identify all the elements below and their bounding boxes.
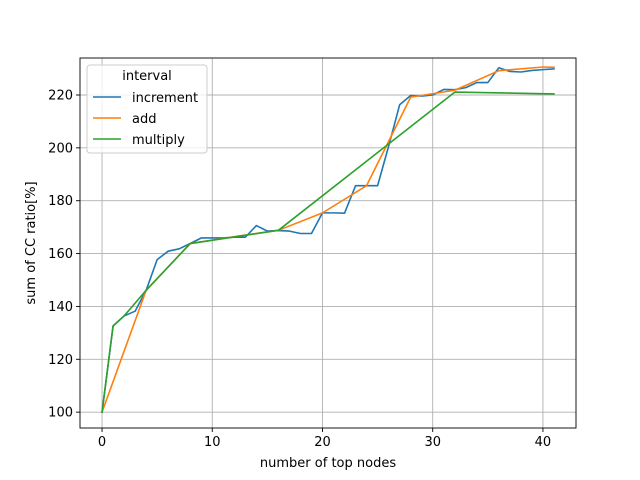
- axis-ticks: 0 10 20 30 40 100 120 140 160 180 200 220: [48, 89, 551, 451]
- series-layer: [101, 66, 555, 414]
- series-line-multiply: [101, 91, 555, 414]
- y-tick-label: 220: [48, 89, 73, 104]
- series-line-increment: [101, 66, 555, 414]
- x-tick-label: 20: [314, 435, 331, 450]
- y-tick-label: 100: [48, 406, 73, 421]
- legend-title: interval: [122, 69, 172, 84]
- y-axis-label: sum of CC ratio[%]: [24, 181, 39, 304]
- legend-box: [86, 64, 208, 154]
- y-tick-label: 200: [48, 141, 73, 156]
- y-tick-label: 140: [48, 300, 73, 315]
- legend-label-multiply: multiply: [132, 133, 185, 148]
- legend-label-add: add: [132, 112, 156, 127]
- plot-frame: [79, 57, 577, 429]
- legend: interval increment add multiply: [86, 64, 208, 154]
- y-tick-label: 180: [48, 194, 73, 209]
- x-tick-label: 0: [98, 435, 106, 450]
- y-tick-label: 120: [48, 353, 73, 368]
- x-axis-label: number of top nodes: [260, 456, 396, 471]
- x-tick-label: 10: [204, 435, 221, 450]
- x-tick-label: 30: [424, 435, 441, 450]
- grid: [80, 58, 576, 428]
- x-tick-label: 40: [535, 435, 552, 450]
- legend-label-increment: increment: [132, 91, 198, 106]
- y-tick-label: 160: [48, 247, 73, 262]
